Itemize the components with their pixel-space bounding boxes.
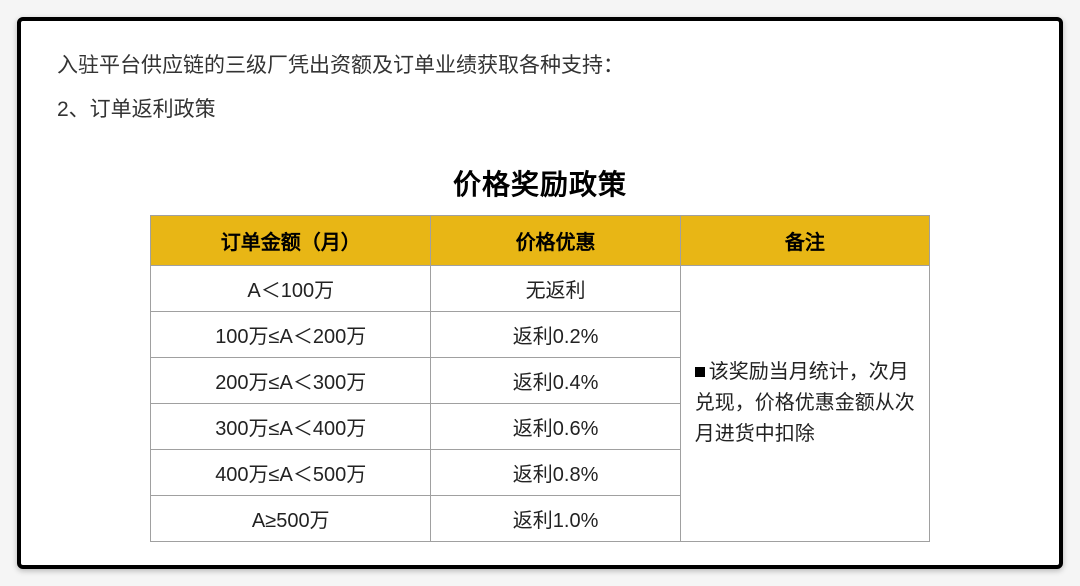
col-header-discount: 价格优惠: [431, 215, 680, 265]
col-header-amount: 订单金额（月）: [151, 215, 431, 265]
table-row: A＜100万 无返利 该奖励当月统计，次月兑现，价格优惠金额从次月进货中扣除: [151, 265, 930, 311]
cell-amount: 300万≤A＜400万: [151, 403, 431, 449]
table-title: 价格奖励政策: [57, 163, 1023, 203]
intro-text: 入驻平台供应链的三级厂凭出资额及订单业绩获取各种支持：: [57, 49, 1023, 83]
cell-discount: 返利0.2%: [431, 311, 680, 357]
cell-discount: 返利1.0%: [431, 495, 680, 541]
section-number: 2、订单返利政策: [57, 93, 1023, 123]
cell-discount: 返利0.4%: [431, 357, 680, 403]
cell-discount: 返利0.8%: [431, 449, 680, 495]
cell-amount: A≥500万: [151, 495, 431, 541]
cell-note: 该奖励当月统计，次月兑现，价格优惠金额从次月进货中扣除: [680, 265, 929, 541]
cell-discount: 返利0.6%: [431, 403, 680, 449]
cell-amount: 200万≤A＜300万: [151, 357, 431, 403]
cell-amount: 100万≤A＜200万: [151, 311, 431, 357]
table-header-row: 订单金额（月） 价格优惠 备注: [151, 215, 930, 265]
cell-amount: 400万≤A＜500万: [151, 449, 431, 495]
policy-table: 订单金额（月） 价格优惠 备注 A＜100万 无返利 该奖励当月统计，次月兑现，…: [150, 215, 930, 542]
note-text: 该奖励当月统计，次月兑现，价格优惠金额从次月进货中扣除: [695, 361, 915, 445]
col-header-note: 备注: [680, 215, 929, 265]
table-wrapper: 订单金额（月） 价格优惠 备注 A＜100万 无返利 该奖励当月统计，次月兑现，…: [57, 215, 1023, 542]
square-bullet-icon: [695, 367, 705, 377]
document-frame: 入驻平台供应链的三级厂凭出资额及订单业绩获取各种支持： 2、订单返利政策 价格奖…: [17, 17, 1063, 569]
cell-amount: A＜100万: [151, 265, 431, 311]
cell-discount: 无返利: [431, 265, 680, 311]
